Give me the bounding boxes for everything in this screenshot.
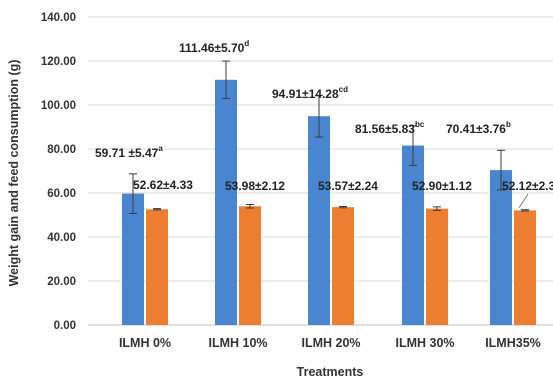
data-label: 52.90±1.12 (412, 179, 472, 193)
x-tick-label: ILMH 30% (395, 336, 454, 350)
y-tick-label: 60.00 (47, 188, 76, 200)
label-leader-line (518, 193, 529, 209)
bar (490, 170, 512, 325)
y-axis-title: Weight gain and feed consumption (g) (7, 60, 21, 287)
data-label: 53.98±2.12 (225, 179, 285, 193)
data-label: 70.41±3.76b (446, 120, 511, 136)
y-tick-label: 80.00 (47, 144, 76, 156)
data-label: 53.57±2.24 (318, 179, 378, 193)
x-axis-title: Treatments (297, 365, 364, 379)
data-label: 52.12±2.3 (502, 179, 553, 193)
data-label: 52.62±4.33 (133, 178, 193, 192)
x-tick-label: ILMH 0% (119, 336, 171, 350)
y-tick-label: 140.00 (41, 12, 76, 24)
data-label: 94.91±14.28cd (272, 85, 348, 101)
bar (146, 209, 168, 325)
bar (215, 79, 237, 326)
x-tick-label: ILMH35% (485, 336, 541, 350)
y-tick-label: 0.00 (54, 320, 76, 332)
bar (239, 206, 261, 325)
y-tick-label: 100.00 (41, 100, 76, 112)
y-tick-label: 40.00 (47, 232, 76, 244)
y-tick-label: 20.00 (47, 276, 76, 288)
x-tick-label: ILMH 20% (301, 336, 360, 350)
data-label: 81.56±5.83bc (355, 120, 425, 136)
x-tick-label: ILMH 10% (208, 336, 267, 350)
bar (122, 193, 144, 325)
bar (402, 145, 424, 325)
bar (426, 208, 448, 325)
data-label: 111.46±5.70d (179, 39, 249, 55)
bar (332, 207, 354, 325)
data-label: 59.71 ±5.47a (95, 144, 163, 160)
bar (514, 210, 536, 325)
bar (308, 116, 330, 325)
y-tick-label: 120.00 (41, 56, 76, 68)
